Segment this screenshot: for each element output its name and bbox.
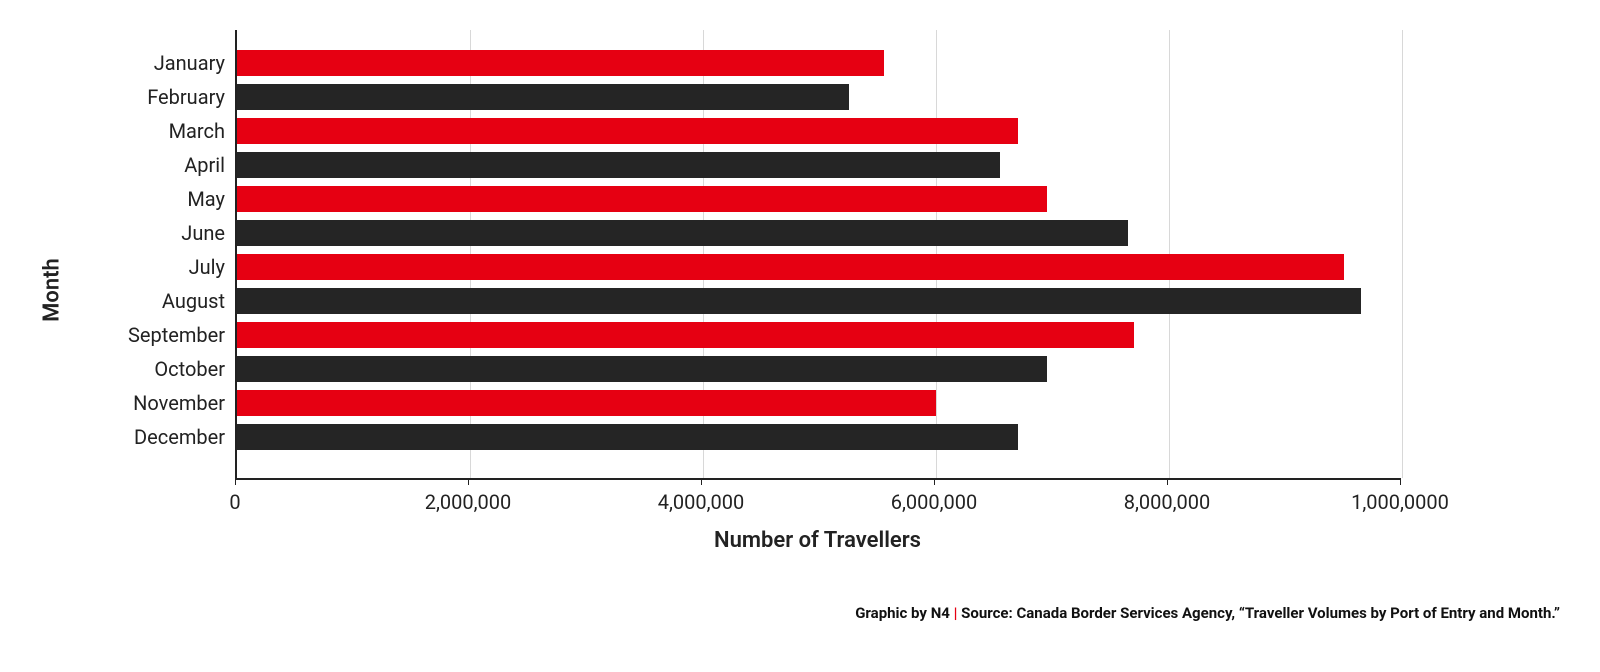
bar [237,118,1018,144]
y-axis-labels: January February March April May June July Augu… [115,30,225,480]
bar [237,356,1047,382]
x-tick [701,478,702,485]
y-axis-title: Month [39,258,64,322]
x-tick-label: 2,000,000 [425,490,512,514]
y-tick-label: May [115,186,225,212]
gridline [1402,30,1403,478]
x-axis-labels: 02,000,0004,000,0006,000,0008,000,0001,0… [235,485,1400,515]
y-tick-label: June [115,220,225,246]
y-tick-label: July [115,254,225,280]
footer-source: Source: Canada Border Services Agency, “… [961,604,1560,622]
bar [237,220,1128,246]
bar [237,254,1344,280]
y-tick-label: April [115,152,225,178]
footer-separator: | [954,604,958,622]
y-tick-label: October [115,356,225,382]
footer-credit: Graphic by N4 [855,604,950,622]
bar [237,84,849,110]
x-axis-title: Number of Travellers [235,528,1400,553]
y-tick-label: January [115,50,225,76]
x-tick [468,478,469,485]
bar [237,152,1000,178]
x-tick [934,478,935,485]
bar [237,424,1018,450]
y-tick-label: September [115,322,225,348]
x-tick-label: 4,000,000 [658,490,745,514]
x-tick-label: 1,000,0000 [1351,490,1449,514]
x-tick [235,478,236,485]
x-tick [1167,478,1168,485]
y-tick-label: December [115,424,225,450]
bar [237,390,936,416]
bar [237,186,1047,212]
bars-container [237,30,1400,478]
x-tick-label: 8,000,000 [1124,490,1211,514]
bar [237,288,1361,314]
bar [237,322,1134,348]
bar [237,50,884,76]
chart-footer: Graphic by N4 | Source: Canada Border Se… [0,604,1560,622]
x-tick [1400,478,1401,485]
y-tick-label: February [115,84,225,110]
plot-area [235,30,1400,480]
x-tick-label: 0 [229,490,240,514]
x-tick-label: 6,000,000 [891,490,978,514]
y-tick-label: March [115,118,225,144]
y-tick-label: November [115,390,225,416]
chart: Month JanuaryFebruaryMarchAprilMayJuneJu… [115,30,1480,550]
y-tick-label: August [115,288,225,314]
